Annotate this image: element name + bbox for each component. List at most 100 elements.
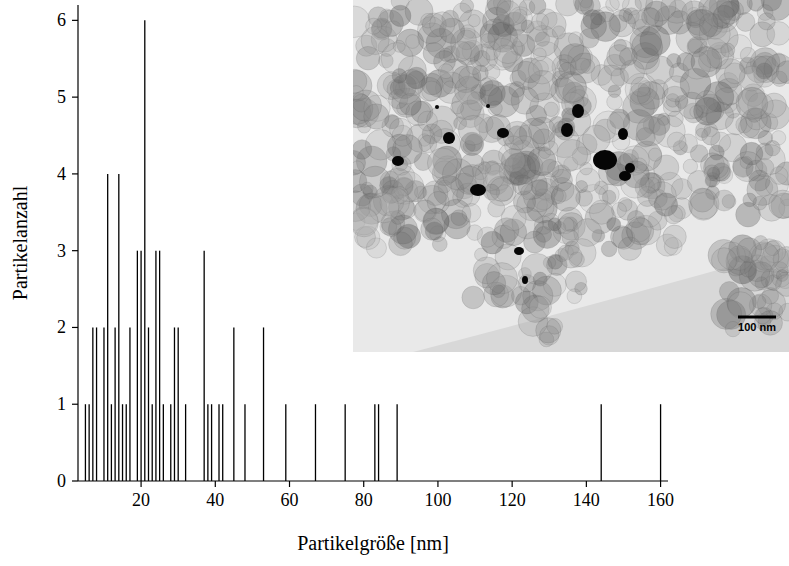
bar [396, 404, 397, 481]
support-grain [690, 106, 703, 119]
bar [378, 404, 379, 481]
bar [233, 327, 234, 481]
support-grain [636, 116, 665, 145]
support-grain [724, 63, 745, 84]
bar [174, 327, 175, 481]
nanoparticle [522, 276, 528, 284]
support-grain [714, 190, 735, 211]
bar [111, 404, 112, 481]
bar [163, 404, 164, 481]
support-grain [443, 81, 456, 94]
x-tick-label: 40 [206, 490, 224, 510]
y-tick-label: 3 [57, 241, 66, 261]
nanoparticle [443, 132, 455, 144]
support-grain [619, 48, 637, 66]
chart: 100 nm012345620406080100120140160Partike… [0, 0, 789, 566]
bar [155, 251, 156, 481]
bar [601, 404, 602, 481]
bar [152, 404, 153, 481]
x-tick [363, 481, 364, 487]
support-grain [482, 272, 505, 295]
support-grain [452, 89, 483, 120]
support-grain [740, 47, 755, 62]
bar [92, 327, 93, 481]
support-grain [451, 210, 467, 226]
support-grain [677, 53, 695, 71]
support-grain [667, 132, 686, 151]
support-grain [557, 139, 588, 170]
support-grain [393, 40, 405, 52]
support-grain [365, 130, 396, 161]
y-tick [72, 327, 78, 328]
bar [374, 404, 375, 481]
support-grain [480, 34, 494, 48]
y-tick-label: 0 [57, 471, 66, 491]
support-grain [439, 64, 454, 79]
bar [85, 404, 86, 481]
support-grain [688, 9, 719, 40]
bar [660, 404, 661, 481]
y-tick [72, 404, 78, 405]
support-grain [611, 226, 633, 248]
support-grain [755, 145, 785, 175]
nanoparticle [435, 105, 439, 109]
bar [103, 327, 104, 481]
bar [178, 327, 179, 481]
support-grain [430, 12, 455, 37]
y-tick-label: 5 [57, 87, 66, 107]
support-grain [642, 8, 660, 26]
scale-bar-label: 100 nm [738, 321, 776, 333]
support-grain [707, 167, 719, 179]
x-tick [289, 481, 290, 487]
y-tick-label: 2 [57, 317, 66, 337]
support-grain [728, 292, 754, 318]
y-axis [77, 5, 78, 481]
y-tick-label: 6 [57, 10, 66, 30]
support-grain [551, 182, 580, 211]
support-grain [501, 149, 525, 173]
support-grain [418, 111, 438, 131]
bar [114, 327, 115, 481]
y-tick [72, 173, 78, 174]
support-grain [509, 82, 525, 98]
bar [263, 327, 264, 481]
support-grain [568, 32, 583, 47]
support-grain [529, 296, 551, 318]
support-grain [756, 63, 772, 79]
support-grain [356, 46, 380, 70]
x-tick [140, 481, 141, 487]
y-tick-label: 1 [57, 394, 66, 414]
support-grain [392, 69, 407, 84]
bar [222, 404, 223, 481]
support-grain [631, 77, 650, 96]
bar [96, 327, 97, 481]
x-tick-label: 80 [355, 490, 373, 510]
support-grain [721, 43, 735, 57]
support-grain [752, 295, 766, 309]
nanoparticle [572, 104, 584, 118]
support-grain [532, 179, 548, 195]
support-grain [501, 206, 526, 231]
support-grain [484, 184, 500, 200]
nanoparticle [486, 104, 490, 108]
support-grain [419, 135, 437, 153]
y-axis-title: Partikelanzahl [9, 185, 31, 300]
bar [159, 251, 160, 481]
bar [170, 404, 171, 481]
nanoparticle [392, 156, 404, 166]
bar [185, 404, 186, 481]
support-grain [467, 60, 481, 74]
support-grain [486, 115, 511, 140]
bar [345, 404, 346, 481]
support-grain [663, 225, 686, 248]
support-grain [610, 0, 629, 10]
bar [218, 404, 219, 481]
support-grain [747, 0, 764, 11]
x-tick [437, 481, 438, 487]
bar [88, 404, 89, 481]
support-grain [533, 272, 547, 286]
x-tick-label: 100 [424, 490, 451, 510]
x-tick [586, 481, 587, 487]
nanoparticle [618, 128, 628, 140]
nanoparticle [625, 163, 635, 173]
